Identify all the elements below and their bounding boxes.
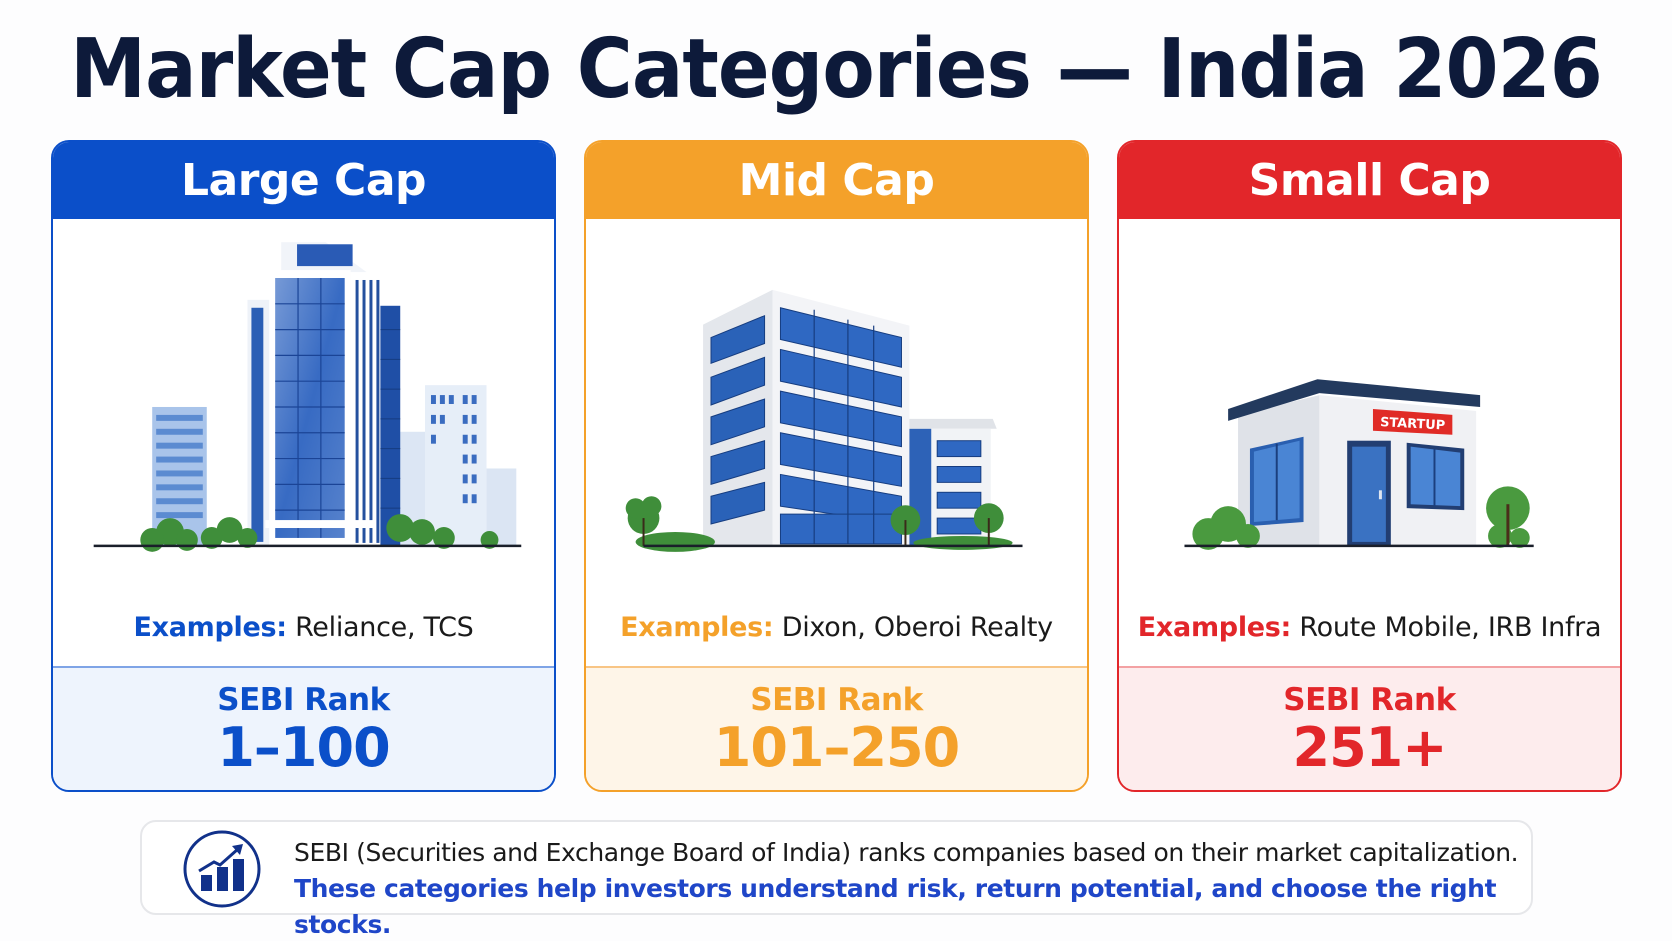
examples-value: Dixon, Oberoi Realty: [781, 612, 1053, 643]
sebi-rank-box: SEBI Rank 101–250: [586, 666, 1087, 790]
footer-text: SEBI (Securities and Exchange Board of I…: [294, 835, 1531, 941]
skyscraper-icon: [53, 219, 554, 589]
startup-shop-icon: STARTUP: [1119, 219, 1620, 589]
card-header: Large Cap: [53, 142, 554, 219]
footer-line-1: SEBI (Securities and Exchange Board of I…: [294, 838, 1519, 867]
examples-value: Route Mobile, IRB Infra: [1299, 612, 1602, 643]
examples-text: Examples: Dixon, Oberoi Realty: [586, 612, 1087, 643]
card-header: Small Cap: [1119, 142, 1620, 219]
sebi-rank-value: 1–100: [217, 716, 390, 779]
sebi-rank-box: SEBI Rank 251+: [1119, 666, 1620, 790]
examples-label: Examples:: [133, 612, 287, 643]
examples-label: Examples:: [1137, 612, 1292, 643]
examples-text: Examples: Route Mobile, IRB Infra: [1119, 612, 1620, 643]
startup-sign-text: STARTUP: [1380, 415, 1446, 433]
sebi-rank-label: SEBI Rank: [750, 682, 923, 718]
page-title: Market Cap Categories — India 2026: [70, 22, 1603, 117]
sebi-rank-label: SEBI Rank: [1283, 682, 1456, 718]
sebi-rank-label: SEBI Rank: [217, 682, 390, 718]
card-small-cap: Small Cap STARTUP: [1117, 140, 1622, 792]
examples-value: Reliance, TCS: [295, 612, 474, 643]
sebi-rank-value: 251+: [1292, 716, 1448, 779]
card-large-cap: Large Cap: [51, 140, 556, 792]
examples-text: Examples: Reliance, TCS: [53, 612, 554, 643]
office-building-icon: [586, 219, 1087, 589]
sebi-info-box: SEBI (Securities and Exchange Board of I…: [140, 820, 1533, 939]
sebi-rank-box: SEBI Rank 1–100: [53, 666, 554, 790]
card-header: Mid Cap: [586, 142, 1087, 219]
examples-label: Examples:: [620, 612, 774, 643]
growth-chart-icon: [182, 829, 262, 909]
sebi-rank-value: 101–250: [713, 716, 960, 779]
footer-line-2: These categories help investors understa…: [294, 874, 1497, 939]
card-mid-cap: Mid Cap: [584, 140, 1089, 792]
